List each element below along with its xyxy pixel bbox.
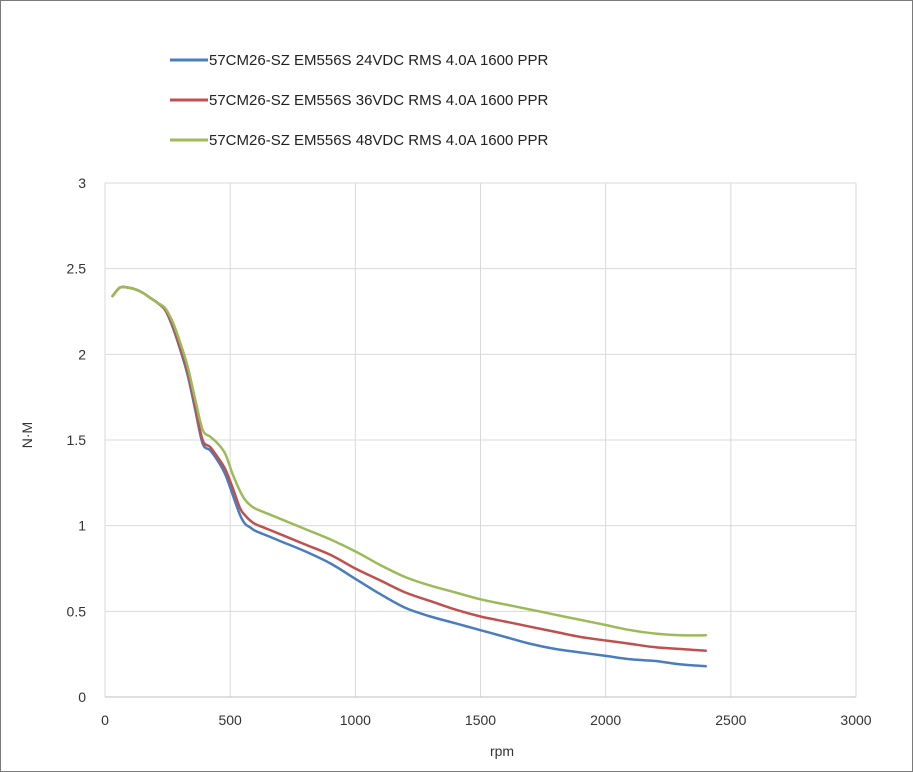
legend: 57CM26-SZ EM556S 24VDC RMS 4.0A 1600 PPR… [170, 52, 548, 149]
grid-lines [104, 182, 857, 698]
y-axis-label: N·M [19, 422, 35, 448]
legend-entry-2: 57CM26-SZ EM556S 36VDC RMS 4.0A 1600 PPR [209, 92, 548, 109]
series-line-3 [111, 285, 708, 637]
x-axis-label: rpm [490, 743, 514, 759]
x-tick-labels: 0 500 1000 1500 2000 2500 3000 [101, 712, 872, 728]
y-tick-label: 1.5 [67, 432, 87, 448]
x-tick-label: 1500 [465, 712, 496, 728]
x-tick-label: 3000 [840, 712, 871, 728]
x-tick-label: 2500 [715, 712, 746, 728]
x-tick-label: 1000 [340, 712, 371, 728]
x-tick-label: 0 [101, 712, 109, 728]
y-tick-label: 2.5 [67, 261, 87, 277]
y-tick-label: 3 [78, 175, 86, 191]
series-lines [111, 285, 708, 668]
legend-entry-3: 57CM26-SZ EM556S 48VDC RMS 4.0A 1600 PPR [209, 132, 548, 149]
legend-entry-1: 57CM26-SZ EM556S 24VDC RMS 4.0A 1600 PPR [209, 52, 548, 69]
y-tick-label: 2 [78, 346, 86, 362]
series-line-2 [111, 285, 708, 652]
y-tick-labels: 0 0.5 1 1.5 2 2.5 3 [67, 175, 87, 705]
y-tick-label: 1 [78, 518, 86, 534]
y-tick-label: 0.5 [67, 603, 87, 619]
x-tick-label: 2000 [590, 712, 621, 728]
y-tick-label: 0 [78, 689, 86, 705]
series-line-1 [111, 285, 708, 668]
x-tick-label: 500 [218, 712, 242, 728]
